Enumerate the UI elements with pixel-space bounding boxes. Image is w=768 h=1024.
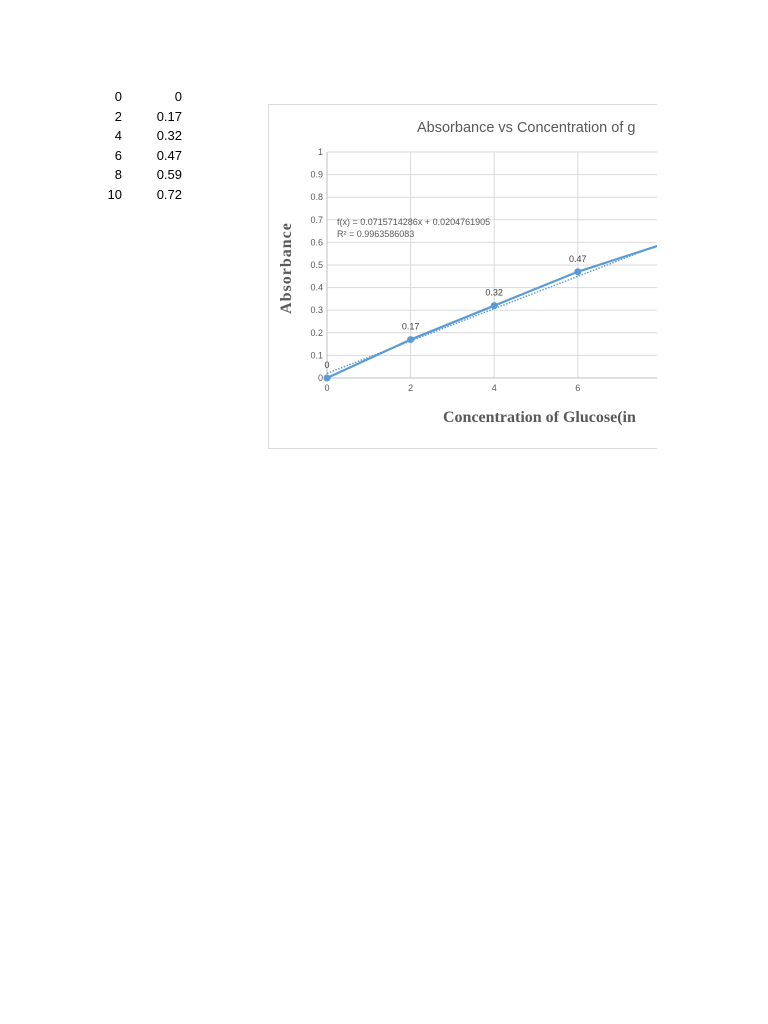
table-row: 10 0.72 <box>92 187 192 207</box>
x-tick-label: 2 <box>408 383 413 393</box>
y-tick-label: 0.6 <box>310 237 323 247</box>
x-tick-label: 6 <box>575 383 580 393</box>
data-label: 0.47 <box>569 254 587 264</box>
table-row: 4 0.32 <box>92 128 192 148</box>
y-tick-label: 0.5 <box>310 260 323 270</box>
chart-title: Absorbance vs Concentration of g <box>417 120 635 136</box>
series-layer <box>323 244 657 382</box>
page-clip: 0 0 2 0.17 4 0.32 6 0.47 8 0.59 10 0.72 0 0.1 0.2 0.3 0… <box>92 89 657 449</box>
data-point <box>407 336 415 344</box>
table-cell-x: 10 <box>107 186 122 202</box>
chart: 00.10.20.30.40.50.60.70.80.910 2 4 6 00.170… <box>278 120 657 426</box>
table-cell-y: 0.59 <box>156 167 182 182</box>
x-tick-label: 4 <box>492 383 497 393</box>
data-label: 0 <box>324 360 329 370</box>
y-tick-label: 0.3 <box>310 305 323 315</box>
table-cell-y: 0.47 <box>156 147 182 163</box>
x-tick-label: 0 <box>324 383 329 393</box>
table-cell-x: 4 <box>114 128 122 143</box>
y-tick-label: 1 <box>318 147 323 157</box>
table-cell-y: 0 <box>174 89 182 104</box>
data-point <box>490 302 498 310</box>
series-line <box>326 244 657 379</box>
trendline-r-squared: R² = 0.9963586083 <box>337 229 414 239</box>
trendline-equation: f(x) = 0.0715714286x + 0.0204761905 <box>337 217 490 227</box>
data-label: 0.17 <box>402 322 420 332</box>
table-row: 2 0.17 <box>92 109 192 129</box>
table-cell-x: 8 <box>114 167 122 182</box>
data-table: 0 0 2 0.17 4 0.32 6 0.47 8 0.59 10 0.72 <box>92 89 192 206</box>
y-tick-label: 0.1 <box>310 350 323 360</box>
data-point <box>323 374 331 382</box>
y-tick-label: 0.9 <box>310 170 323 180</box>
y-tick-label: 0.8 <box>310 192 323 202</box>
table-cell-x: 6 <box>114 147 122 163</box>
data-point <box>574 268 582 276</box>
table-cell-y: 0.72 <box>156 186 182 202</box>
table-cell-y: 0.17 <box>156 108 182 124</box>
table-cell-x: 2 <box>114 108 122 124</box>
table-row: 6 0.47 <box>92 148 192 168</box>
y-tick-label: 0 <box>318 373 323 383</box>
table-cell-y: 0.32 <box>156 128 182 143</box>
x-axis-title: Concentration of Glucose(in <box>443 409 636 426</box>
chart-area <box>268 104 657 449</box>
table-row: 8 0.59 <box>92 167 192 187</box>
table-cell-x: 0 <box>114 89 122 104</box>
data-label: 0.32 <box>485 288 503 298</box>
y-tick-label: 0.4 <box>310 283 323 293</box>
y-tick-label: 0.7 <box>310 215 323 225</box>
axis-layer: 00.10.20.30.40.50.60.70.80.910 2 4 6 <box>310 147 657 393</box>
y-axis-title: Absorbance <box>278 222 295 314</box>
y-tick-label: 0.2 <box>310 328 323 338</box>
label-layer: 00.170.320.470 <box>324 254 587 370</box>
